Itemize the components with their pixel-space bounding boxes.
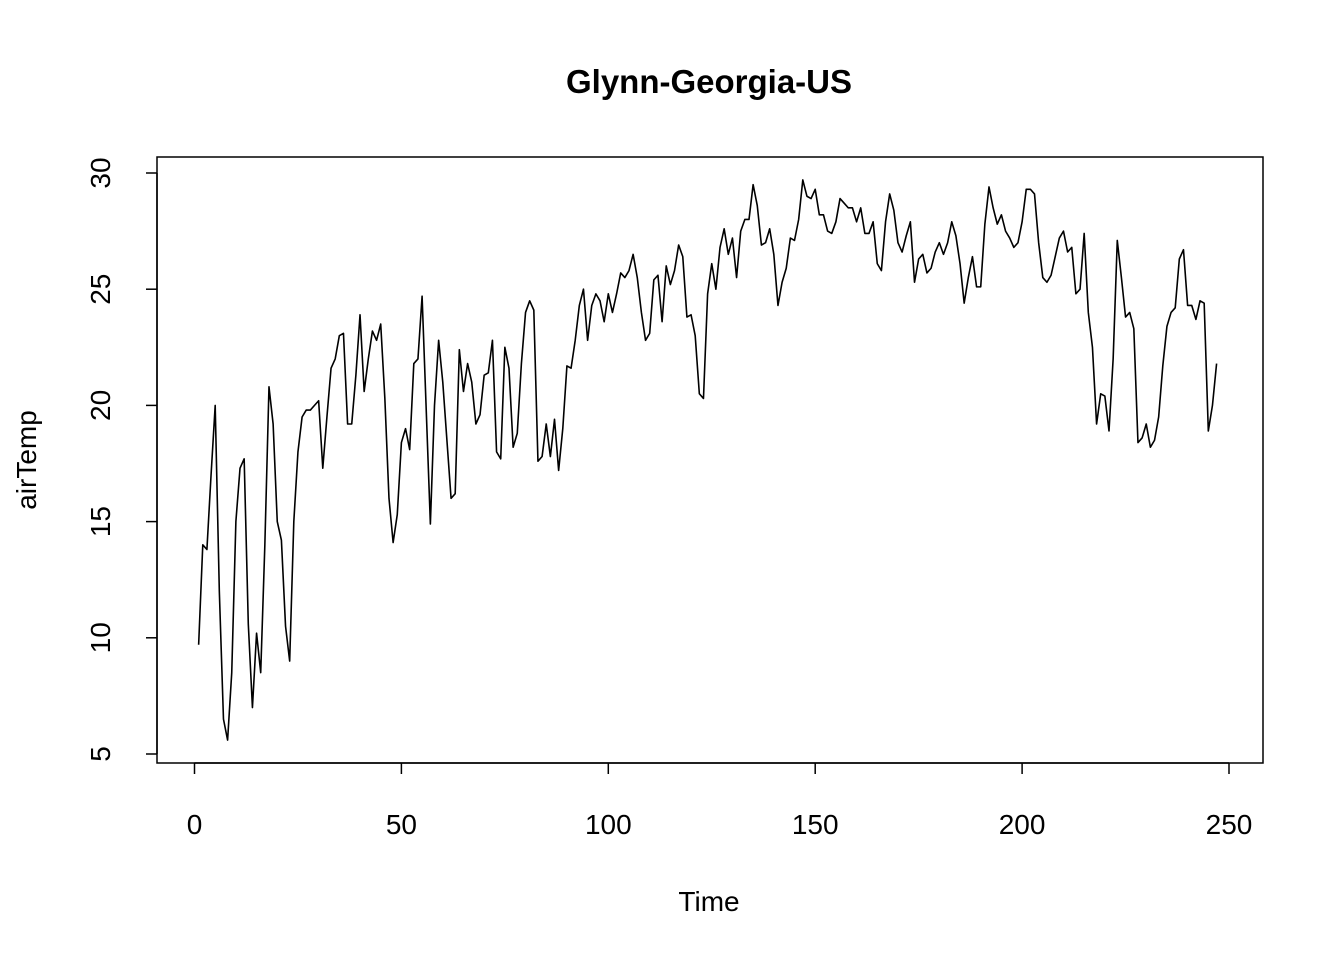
- x-axis: 0 50 100 150 200 250: [187, 762, 1253, 840]
- series-line: [197, 179, 1218, 741]
- x-tick-label: 200: [999, 809, 1046, 840]
- x-axis-label: Time: [678, 886, 739, 917]
- y-tick-label: 15: [85, 506, 116, 537]
- chart-title: Glynn-Georgia-US: [566, 63, 852, 100]
- y-axis: 5 10 15 20 25 30: [85, 157, 158, 762]
- x-tick-label: 250: [1206, 809, 1253, 840]
- x-tick-label: 150: [792, 809, 839, 840]
- y-tick-label: 30: [85, 157, 116, 188]
- y-axis-label: airTemp: [11, 410, 42, 510]
- x-tick-label: 0: [187, 809, 203, 840]
- x-tick-label: 50: [386, 809, 417, 840]
- y-tick-label: 25: [85, 274, 116, 305]
- x-tick-label: 100: [585, 809, 632, 840]
- y-tick-label: 5: [85, 746, 116, 762]
- y-tick-label: 20: [85, 390, 116, 421]
- y-tick-label: 10: [85, 622, 116, 653]
